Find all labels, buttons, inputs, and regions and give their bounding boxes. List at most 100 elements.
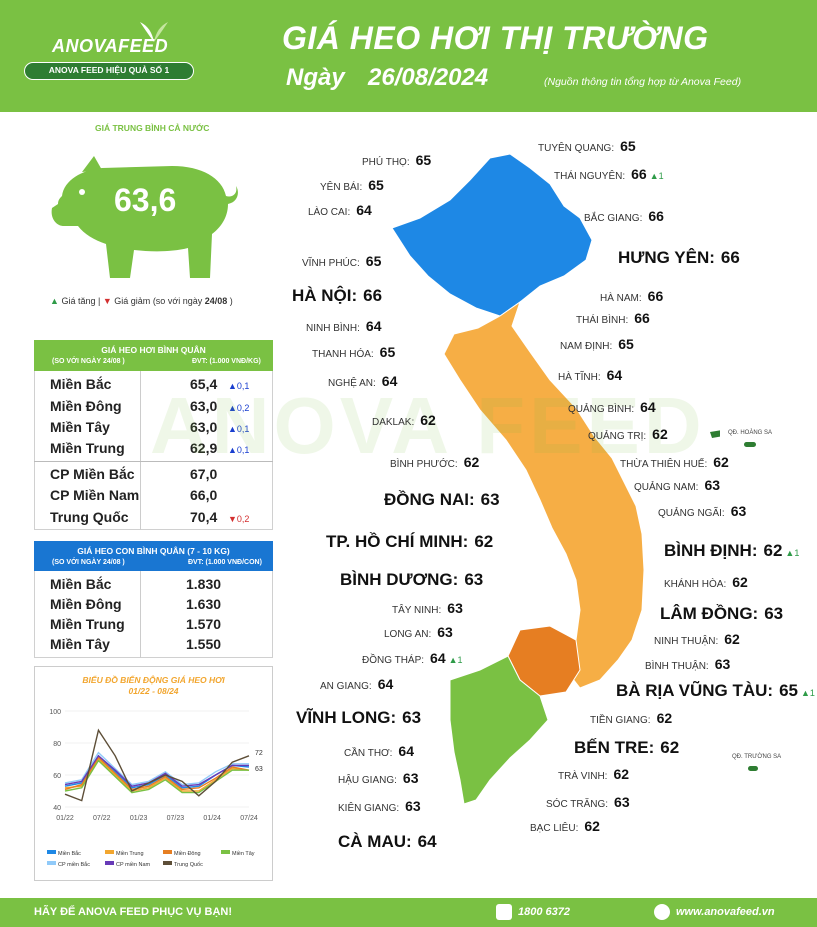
province-label: VĨNH LONG: 63	[296, 708, 422, 727]
avg-row-change: ▲0,1	[228, 381, 250, 391]
legend-separator: |	[97, 296, 101, 306]
legend-label: Miền Trung	[116, 851, 144, 857]
avg-row-change: ▼0,2	[228, 514, 250, 524]
province-label: QUẢNG BÌNH: 64	[568, 399, 656, 415]
province-label: ĐỒNG THÁP: 64 ▲1	[362, 650, 463, 666]
avg-row-value: 70,4	[190, 509, 218, 525]
province-label: BẾN TRE: 62	[574, 738, 680, 757]
end-value-label: 72	[255, 750, 263, 757]
chart-plot: 100 80 60 40 01/22 07/22 01/23 07/23 01/24 07/24 7…	[47, 709, 263, 868]
series-line	[64, 754, 249, 787]
up-triangle-icon: ▲	[50, 296, 59, 306]
legend-swatch	[47, 861, 56, 865]
avg-row-name: Miền Bắc	[50, 376, 112, 392]
province-label: BÌNH ĐỊNH: 62 ▲1	[664, 541, 800, 560]
avg-row-value: 62,9	[190, 440, 218, 456]
piglet-row-name: Miền Tây	[50, 636, 110, 652]
province-label: THÁI NGUYÊN: 66 ▲1	[554, 166, 664, 182]
legend-label: Miền Bắc	[58, 850, 81, 857]
globe-icon	[654, 904, 670, 920]
piglet-price-compare: (SO VỚI NGÀY 24/08 )	[52, 559, 125, 566]
y-tick-label: 80	[53, 741, 61, 748]
piglet-price-title: GIÁ HEO CON BÌNH QUÂN (7 - 10 KG)	[77, 546, 230, 556]
end-value-label: 63	[255, 766, 263, 773]
legend-swatch	[221, 850, 230, 854]
national-average-label: GIÁ TRUNG BÌNH CẢ NƯỚC	[95, 123, 210, 133]
province-label: TUYÊN QUANG: 65	[538, 138, 636, 154]
province-label: AN GIANG: 64	[320, 676, 394, 692]
avg-row-value: 67,0	[190, 466, 218, 482]
piglet-row-name: Miền Trung	[50, 616, 125, 632]
province-label: DAKLAK: 62	[372, 412, 436, 428]
row-divider	[34, 461, 273, 462]
truong-sa-label: QĐ. TRƯỜNG SA	[732, 754, 782, 760]
province-label: BÌNH THUẬN: 63	[645, 656, 731, 672]
avg-row-value: 63,0	[190, 398, 218, 414]
legend-label: Miền Đông	[174, 851, 201, 857]
piglet-row-name: Miền Đông	[50, 596, 122, 612]
central-region	[443, 300, 645, 689]
avg-row-name: Trung Quốc	[50, 509, 129, 525]
leaf-icon	[140, 22, 168, 42]
x-tick-label: 07/22	[93, 815, 111, 822]
province-label: BẮC GIANG: 66	[584, 208, 664, 224]
header-banner: ANOVAFEED ANOVA FEED HIỆU QUẢ SỐ 1 GIÁ H…	[0, 0, 817, 112]
avg-row-change: ▲0,2	[228, 403, 250, 413]
province-label: BẠC LIÊU: 62	[530, 818, 600, 834]
avg-row-name: Miền Đông	[50, 398, 122, 414]
legend-compare: (so với ngày	[152, 296, 203, 306]
province-label: HƯNG YÊN: 66	[618, 248, 740, 267]
national-average-value: 63,6	[114, 182, 177, 218]
avg-row-value: 66,0	[190, 487, 218, 503]
province-label: BÌNH DƯƠNG: 63	[340, 570, 484, 589]
hotline-link[interactable]: 1800 6372	[518, 906, 570, 918]
change-legend: ▲ Giá tăng | ▼ Giá giảm (so với ngày 24/…	[50, 296, 233, 306]
province-label: HÀ NAM: 66	[600, 288, 664, 304]
province-label: KHÁNH HÒA: 62	[664, 574, 748, 590]
legend-swatch	[163, 861, 172, 865]
piglet-row-value: 1.570	[186, 616, 222, 632]
province-label: LÀO CAI: 64	[308, 202, 372, 218]
piglet-row-value: 1.550	[186, 636, 222, 652]
series-line	[64, 756, 250, 791]
province-label: SÓC TRĂNG: 63	[546, 794, 630, 810]
province-label: THÁI BÌNH: 66	[576, 310, 650, 326]
piglet-row-value: 1.830	[186, 576, 222, 592]
piglet-row-name: Miền Bắc	[50, 576, 112, 592]
footer-bar: HÃY ĐỂ ANOVA FEED PHỤC VỤ BẠN! 1800 6372…	[0, 898, 817, 927]
province-label: TP. HỒ CHÍ MINH: 62	[326, 532, 494, 551]
avg-price-compare: (SO VỚI NGÀY 24/08 )	[52, 358, 125, 365]
province-label: CÀ MAU: 64	[338, 832, 437, 851]
province-label: VĨNH PHÚC: 65	[302, 253, 382, 269]
province-label: TRÀ VINH: 62	[558, 766, 630, 782]
website-link[interactable]: www.anovafeed.vn	[676, 906, 775, 918]
legend-label: CP miền Nam	[116, 862, 151, 868]
province-label: KIÊN GIANG: 63	[338, 798, 421, 814]
legend-swatch	[105, 850, 114, 854]
province-label: QUẢNG NGÃI: 63	[658, 503, 747, 519]
legend-down-label: Giá giảm	[114, 296, 151, 306]
province-label: THỪA THIÊN HUẾ: 62	[620, 454, 729, 470]
x-tick-label: 07/24	[240, 815, 258, 822]
province-label: NINH BÌNH: 64	[306, 318, 382, 334]
legend-up-label: Giá tăng	[61, 296, 96, 306]
piglet-price-unit: ĐVT: (1.000 VNĐ/CON)	[188, 559, 262, 566]
legend-label: Miền Tây	[232, 851, 255, 857]
north-region	[391, 153, 593, 317]
avg-row-change: ▲0,1	[228, 424, 250, 434]
chart-title: BIỂU ĐỒ BIẾN ĐỘNG GIÁ HEO HƠI	[82, 675, 225, 685]
piglet-price-header: GIÁ HEO CON BÌNH QUÂN (7 - 10 KG) (SO VỚ…	[34, 541, 273, 571]
anova-logo[interactable]: ANOVAFEED ANOVA FEED HIỆU QUẢ SỐ 1	[24, 22, 194, 88]
province-label: BÀ RỊA VŨNG TÀU: 65 ▲1	[616, 681, 815, 700]
y-tick-label: 60	[53, 773, 61, 780]
avg-price-header: GIÁ HEO HƠI BÌNH QUÂN (SO VỚI NGÀY 24/08…	[34, 340, 273, 371]
vietnam-map	[391, 153, 720, 805]
column-divider	[140, 371, 141, 530]
page-title: GIÁ HEO HƠI THỊ TRƯỜNG	[282, 20, 709, 56]
province-label: NAM ĐỊNH: 65	[560, 336, 634, 352]
watermark: ANOVA FEED	[150, 381, 706, 470]
logo-text: ANOVAFEED	[52, 36, 169, 56]
province-label: HÀ TĨNH: 64	[558, 367, 623, 383]
date-label: Ngày	[286, 64, 345, 91]
province-label: YÊN BÁI: 65	[320, 177, 384, 193]
